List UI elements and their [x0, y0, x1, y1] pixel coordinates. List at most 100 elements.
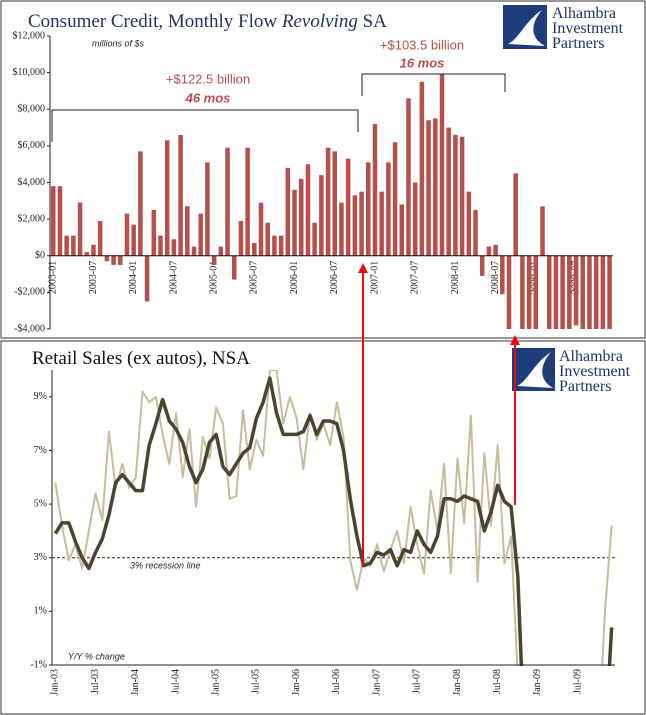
x-tick-label: 2004-01: [128, 261, 139, 294]
logo: Alhambra Investment Partners: [512, 348, 631, 395]
y-tick-label: -1%: [30, 659, 47, 670]
bar: [185, 206, 190, 256]
x-tick-label: 2008-07: [490, 261, 501, 294]
chart-title: Consumer Credit, Monthly Flow Revolving …: [28, 11, 387, 32]
bar: [77, 202, 83, 256]
x-tick-label: 2006-07: [329, 261, 340, 294]
brace: [361, 73, 506, 96]
x-tick-label: 2008-01: [450, 261, 461, 294]
x-tick-label: Jan-07: [371, 669, 382, 696]
bar: [84, 252, 90, 256]
x-tick-label: 2003-01: [48, 261, 59, 294]
y-tick-label: 1%: [34, 606, 47, 617]
bar: [386, 162, 391, 256]
y-tick-label: $4,000: [18, 177, 46, 188]
bar: [392, 142, 398, 256]
x-tick-label: 2004-07: [168, 261, 179, 294]
bar: [225, 147, 230, 256]
brace: [51, 109, 359, 142]
bar: [218, 246, 224, 256]
bar: [540, 206, 545, 256]
annotation: 16 mos: [400, 55, 445, 70]
bar: [607, 255, 612, 329]
bar: [191, 246, 197, 256]
bar: [345, 158, 351, 256]
logo-text: Partners: [552, 35, 604, 52]
bar: [91, 244, 96, 256]
bar: [158, 235, 163, 256]
bar: [138, 151, 143, 256]
panel-frame: [0, 340, 646, 715]
bar: [64, 235, 69, 256]
bar: [332, 151, 338, 256]
y-tick-label: 3%: [34, 552, 47, 563]
x-tick-label: Jan-06: [291, 669, 302, 696]
x-tick-label: Jan-09: [532, 669, 543, 696]
bar: [124, 213, 130, 256]
bar: [399, 204, 405, 256]
bar: [526, 255, 532, 329]
bar: [446, 127, 451, 256]
bar: [520, 255, 525, 329]
bar: [178, 134, 183, 256]
x-tick-label: Jul-08: [492, 669, 503, 694]
bar: [493, 244, 498, 256]
bar: [325, 147, 331, 256]
bar: [439, 74, 445, 256]
y-tick-label: $12,000: [13, 30, 46, 41]
x-tick-label: Jul-06: [331, 669, 342, 694]
bar: [546, 255, 552, 329]
y-tick-label: 7%: [34, 445, 47, 456]
bar: [352, 195, 358, 256]
annotation: 46 mos: [185, 90, 231, 105]
bar: [379, 191, 384, 256]
annotation: 3% recession line: [130, 560, 201, 570]
series-line: [53, 376, 614, 666]
unit-note: millions of $s: [92, 38, 145, 48]
x-tick-label: Jan-08: [452, 669, 463, 696]
bar: [144, 255, 150, 302]
x-tick-label: 2007-01: [369, 261, 380, 294]
annotation: +$122.5 billion: [166, 71, 250, 86]
bar: [426, 120, 431, 256]
bar: [466, 191, 472, 256]
bar: [433, 118, 438, 256]
bar: [486, 246, 492, 256]
x-tick-label: 2006-01: [289, 261, 300, 294]
bar: [473, 209, 478, 256]
bar: [600, 255, 606, 329]
bar: [459, 136, 465, 256]
bar: [205, 162, 210, 256]
bar: [71, 235, 76, 256]
x-tick-label: 2003-07: [88, 261, 99, 294]
bar: [245, 147, 250, 256]
bar: [97, 220, 103, 256]
bar: [553, 255, 559, 329]
bar: [580, 255, 585, 329]
bar: [265, 222, 270, 256]
y-tick-label: $0: [35, 250, 45, 261]
bar: [171, 239, 177, 256]
bar: [567, 255, 572, 329]
logo-text: Investment: [552, 20, 624, 37]
x-tick-label: Jul-04: [170, 669, 181, 694]
x-tick-label: Jan-03: [50, 669, 61, 696]
bar: [57, 186, 63, 256]
x-tick-label: Jul-07: [412, 669, 423, 694]
logo-text: Alhambra: [552, 5, 616, 22]
annotation: +$103.5 billion: [380, 37, 464, 52]
y-tick-label: $10,000: [13, 67, 46, 78]
bar: [231, 255, 237, 280]
logo: Alhambra Investment Partners: [503, 5, 624, 52]
x-tick-label: Jan-05: [211, 669, 222, 696]
x-tick-label: Jan-04: [130, 669, 141, 696]
panel-frame: [0, 0, 646, 339]
bar: [573, 255, 579, 326]
bar: [278, 235, 284, 256]
x-tick-label: Jul-03: [90, 669, 101, 694]
y-tick-label: -$2,000: [14, 287, 45, 298]
bar: [319, 175, 324, 256]
x-tick-label: Jul-09: [572, 669, 583, 694]
bar: [258, 202, 264, 256]
bar: [51, 186, 56, 256]
